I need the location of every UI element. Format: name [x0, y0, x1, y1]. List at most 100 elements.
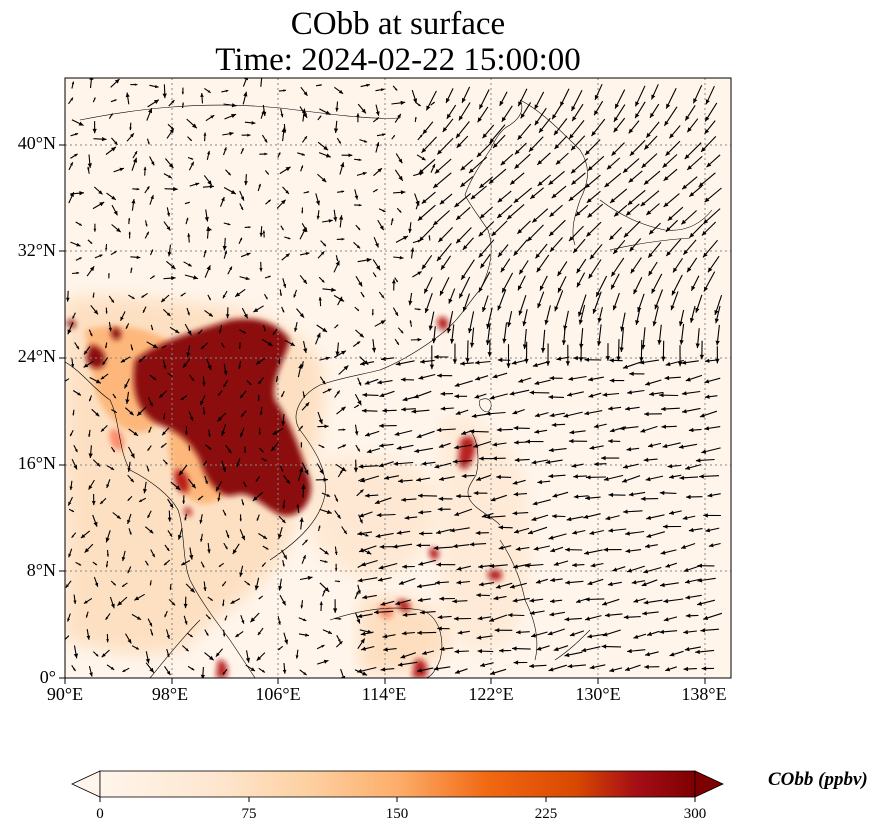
wind-vector-head	[76, 242, 81, 247]
wind-vector-head	[619, 347, 624, 352]
wind-vector-head	[469, 429, 475, 434]
wind-vector-head	[151, 161, 155, 166]
wind-vector-head	[382, 634, 388, 639]
wind-vector-head	[641, 344, 646, 350]
wind-vector-head	[114, 141, 118, 145]
wind-vector-head	[571, 463, 577, 468]
wind-vector-head	[278, 152, 281, 155]
wind-vector-head	[353, 467, 359, 473]
wind-vector-head	[335, 260, 340, 266]
wind-vector-head	[361, 646, 366, 651]
wind-vector-head	[88, 485, 93, 490]
wind-vector-head	[625, 548, 631, 554]
wind-vector-head	[589, 530, 595, 535]
wind-vector-head	[304, 539, 308, 543]
wind-vector-head	[571, 145, 576, 151]
wind-vector-head	[568, 438, 574, 444]
wind-vector-head	[207, 549, 211, 554]
wind-vector-head	[167, 517, 172, 522]
wind-vector-head	[586, 231, 592, 237]
wind-vector-head	[439, 476, 444, 481]
wind-vector-head	[681, 391, 687, 396]
wind-vector-head	[375, 111, 380, 116]
wind-vector-head	[278, 647, 281, 650]
wind-vector-head	[251, 121, 256, 125]
wind-vector-head	[475, 530, 481, 536]
wind-vector-head	[281, 469, 284, 472]
wind-vector-head	[263, 328, 266, 332]
wind-vector-head	[446, 328, 452, 334]
wind-vector-head	[402, 612, 408, 617]
wind-vector-head	[326, 493, 331, 497]
wind-vector-head	[714, 318, 719, 324]
wind-vector-head	[691, 285, 696, 291]
wind-vectors	[65, 78, 723, 678]
wind-vector-head	[281, 127, 286, 133]
wind-vector-head	[569, 133, 574, 139]
wind-vector-head	[93, 309, 98, 315]
wind-vector-head	[625, 666, 630, 671]
wind-vector-head	[704, 379, 710, 384]
wind-vector-head	[262, 535, 267, 539]
wind-vector-head	[166, 312, 171, 317]
wind-vector-head	[703, 513, 708, 518]
wind-vector-head	[96, 462, 101, 467]
wind-vector-head	[116, 227, 121, 233]
wind-vector-head	[365, 432, 370, 437]
wind-vector-head	[628, 128, 634, 134]
wind-vector-head	[72, 316, 75, 319]
wind-vector-head	[323, 659, 329, 664]
wind-vector-head	[191, 483, 196, 489]
wind-vector-head	[101, 137, 107, 142]
wind-vector-head	[333, 217, 338, 222]
wind-vector-head	[416, 543, 422, 548]
wind-vector-head	[362, 171, 367, 176]
wind-vector-head	[200, 345, 205, 349]
wind-vector-head	[571, 168, 576, 174]
y-tick-label: 8°N	[26, 560, 56, 580]
wind-vector-head	[382, 133, 386, 137]
wind-vector-head	[66, 297, 70, 302]
wind-vector-head	[319, 469, 324, 475]
colorbar-min-extend	[71, 770, 101, 798]
wind-vector-head	[262, 230, 266, 234]
wind-vector-head	[147, 142, 150, 145]
wind-vector-head	[487, 352, 492, 357]
wind-vector-head	[150, 195, 154, 200]
wind-vector-head	[296, 503, 300, 508]
wind-vector-head	[223, 384, 227, 388]
wind-vector-head	[394, 312, 398, 316]
wind-vector-head	[594, 461, 599, 467]
wind-vector-head	[510, 180, 515, 185]
wind-vector-head	[208, 616, 211, 620]
wind-vector-head	[418, 103, 421, 106]
wind-vector-head	[450, 528, 455, 533]
wind-vector-head	[626, 210, 631, 216]
wind-vector-head	[73, 653, 79, 659]
wind-vector-head	[490, 497, 496, 502]
wind-vector-head	[328, 630, 332, 634]
wind-vector-head	[578, 311, 583, 317]
wind-vector-head	[131, 347, 133, 351]
wind-vector-head	[255, 479, 259, 482]
wind-vector-head	[399, 210, 402, 213]
wind-vector-head	[661, 356, 666, 362]
wind-vector-head	[605, 515, 611, 521]
wind-vector-head	[202, 382, 206, 387]
wind-vector-head	[608, 492, 614, 498]
wind-vector-head	[187, 330, 192, 336]
wind-vector-head	[83, 363, 89, 368]
wind-vector-head	[146, 563, 149, 566]
wind-vector-head	[416, 477, 421, 482]
wind-vector-head	[102, 361, 106, 365]
wind-vector-head	[112, 449, 115, 453]
wind-vector-head	[461, 274, 466, 280]
wind-vector-head	[584, 550, 589, 555]
wind-vector-head	[612, 567, 618, 572]
wind-vector-head	[433, 666, 439, 671]
wind-vector-head	[357, 400, 362, 406]
wind-vector-head	[259, 268, 263, 272]
wind-vector-head	[662, 443, 668, 449]
wind-vector-head	[553, 647, 559, 652]
wind-vector-head	[460, 361, 465, 366]
